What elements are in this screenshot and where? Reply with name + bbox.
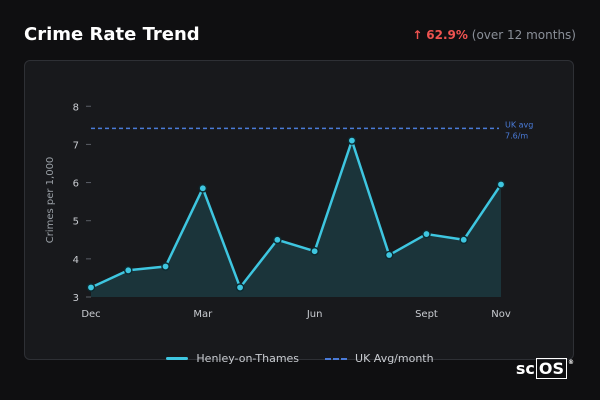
brand-logo: sc OS ® <box>515 358 574 379</box>
data-point <box>496 180 506 189</box>
legend-item-avg[interactable]: UK Avg/month <box>325 352 434 365</box>
y-tick-label: 4 <box>73 255 79 266</box>
uk-average-label: UK avg <box>505 120 533 129</box>
y-axis-label: Crimes per 1,000 <box>45 157 56 244</box>
x-tick-label: Dec <box>81 309 100 320</box>
legend-swatch-avg <box>325 357 348 360</box>
x-tick-label: Nov <box>491 309 511 320</box>
y-tick-label: 3 <box>73 293 79 304</box>
uk-average-value: 7.6/m <box>505 131 528 140</box>
data-point <box>198 183 208 193</box>
y-tick-label: 8 <box>73 102 79 113</box>
series-area <box>91 140 501 297</box>
chart-legend: Henley-on-Thames UK Avg/month <box>0 352 600 365</box>
data-point <box>123 265 133 275</box>
change-percent: 62.9% <box>426 28 468 42</box>
legend-label-series: Henley-on-Thames <box>196 352 300 365</box>
series-line <box>90 139 503 289</box>
data-point <box>347 136 357 145</box>
x-tick-label: Sept <box>415 309 438 320</box>
data-point <box>384 250 394 260</box>
up-arrow-icon: ↑ <box>412 28 423 42</box>
data-point <box>459 235 469 245</box>
x-tick-label: Jun <box>306 309 323 320</box>
legend-label-avg: UK Avg/month <box>355 352 434 365</box>
data-point <box>422 229 431 239</box>
y-tick-label: 6 <box>73 179 79 190</box>
y-tick-label: 7 <box>73 140 79 151</box>
change-indicator: ↑ 62.9% (over 12 months) <box>412 28 576 42</box>
data-point <box>161 262 170 271</box>
data-point <box>310 246 319 256</box>
data-point <box>86 283 96 292</box>
x-tick-label: Mar <box>193 309 213 320</box>
data-point <box>273 235 282 245</box>
data-point <box>235 283 245 292</box>
page-title: Crime Rate Trend <box>24 24 200 45</box>
legend-swatch-series <box>166 357 189 360</box>
y-tick-label: 5 <box>73 217 79 228</box>
legend-item-series[interactable]: Henley-on-Thames <box>166 352 299 365</box>
change-note: (over 12 months) <box>471 28 576 42</box>
